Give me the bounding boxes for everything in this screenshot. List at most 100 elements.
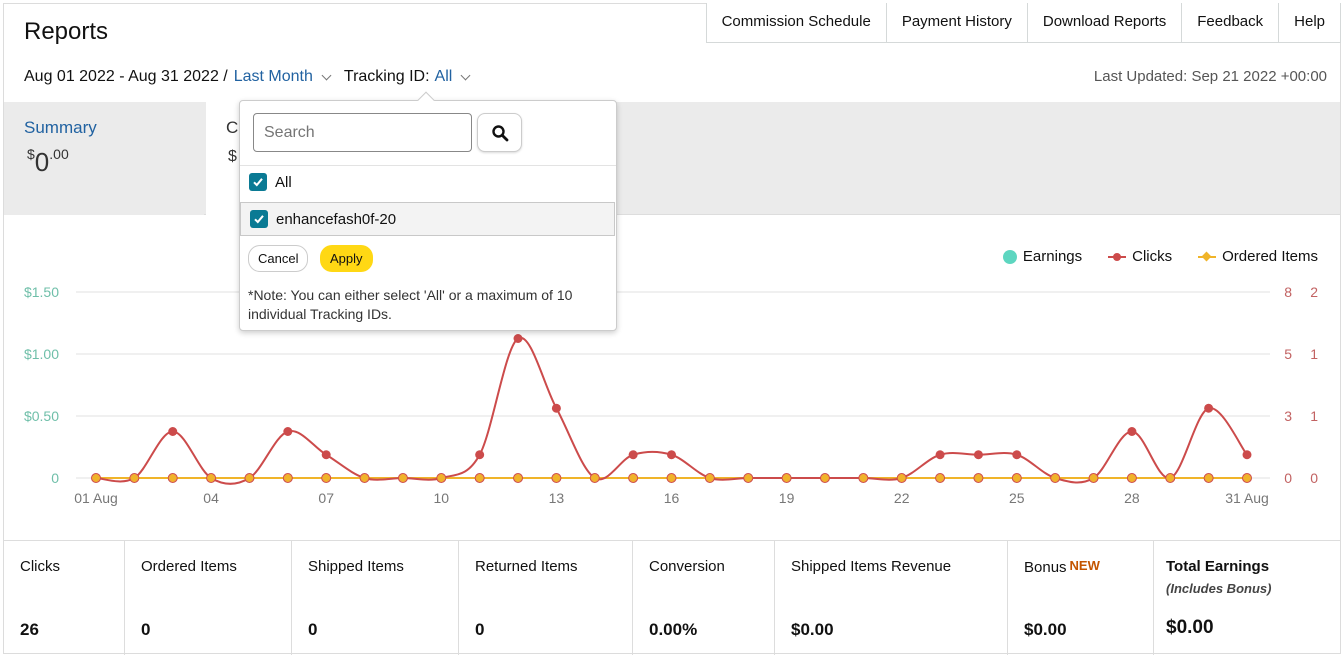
last-updated: Last Updated: Sep 21 2022 +00:00 [1093,68,1327,85]
stat-value: 0 [308,620,318,639]
y-tick-label-right-clicks: 5 [1284,346,1292,362]
stat-label: Shipped Items Revenue [791,558,952,575]
date-preset-dropdown[interactable]: Last Month [233,68,313,85]
y-tick-label-right-clicks: 0 [1284,470,1292,486]
legend-ordered-items[interactable]: Ordered Items [1198,248,1318,265]
chevron-down-icon[interactable] [321,70,332,80]
legend-clicks[interactable]: Clicks [1108,248,1172,265]
tab-commission-schedule[interactable]: Commission Schedule [705,3,887,43]
legend-ordered-items-label: Ordered Items [1222,248,1318,265]
y-tick-label-right-ordered: 0 [1310,470,1318,486]
cancel-button[interactable]: Cancel [248,245,309,272]
y-tick-label-right-ordered: 2 [1310,284,1318,300]
ordered-items-point [321,473,331,483]
ordered-items-point [1127,473,1137,483]
stat-shipped-items: Shipped Items 0 [292,541,459,655]
summary-whole: 0 [34,147,50,177]
y-tick-label-right-clicks: 8 [1284,284,1292,300]
ordered-items-point [475,473,484,483]
tab-feedback[interactable]: Feedback [1181,3,1280,43]
stat-shipped-items-revenue: Shipped Items Revenue $0.00 [775,541,1008,655]
stat-label: Clicks [20,558,60,575]
stat-ordered-items: Ordered Items 0 [125,541,292,655]
ordered-items-point [897,473,906,483]
x-tick-label: 07 [318,490,334,506]
tracking-option-id[interactable]: enhancefash0f-20 [240,202,615,236]
filter-row: Aug 01 2022 - Aug 31 2022 / Last Month T… [24,68,483,86]
checkbox-all[interactable] [249,173,267,191]
y-tick-label-left: $0.50 [24,408,59,424]
tracking-search-input[interactable] [253,113,472,152]
option-label: All [275,173,292,191]
ordered-items-point [743,473,753,483]
ordered-items-point [667,473,676,483]
ordered-items-point [513,473,523,483]
summary-card[interactable]: Summary $0.00 [4,102,204,215]
ordered-items-point [628,473,638,483]
check-icon [254,215,264,224]
tab-help[interactable]: Help [1278,3,1341,43]
clicks-legend-icon [1108,250,1127,264]
ordered-items-point [590,473,600,483]
x-tick-label: 01 Aug [74,490,118,506]
ordered-items-point [859,473,868,483]
ordered-items-point [245,473,254,483]
search-icon [491,124,508,141]
clicks-point [551,403,561,413]
ordered-items-point [974,473,983,483]
stat-value: 0 [475,620,485,639]
apply-button[interactable]: Apply [320,245,373,272]
earnings-chart: 0 $0.50 $1.00 $1.50 0 0 3 1 5 1 8 2 01 Aug 04 07 10 13 16… [24,284,1318,506]
summary-cents: .00 [49,146,69,162]
checkbox-tracking-id[interactable] [250,210,268,228]
search-button[interactable] [477,113,522,152]
tab-download-reports[interactable]: Download Reports [1026,3,1183,43]
clicks-point [667,450,676,460]
stat-label: Ordered Items [141,558,237,575]
ordered-items-point [130,473,139,483]
stat-total-earnings: Total Earnings (Includes Bonus) $0.00 [1154,541,1340,655]
stat-bonus: Bonus NEW $0.00 [1008,541,1154,655]
ordered-items-point [91,473,101,483]
tab-payment-history[interactable]: Payment History [885,3,1028,43]
header-tabs: Commission Schedule Payment History Down… [705,3,1341,43]
y-tick-label-left: $1.50 [24,284,59,300]
x-tick-label: 22 [894,490,910,506]
stat-value: $0.00 [1024,620,1067,639]
clicks-point [1012,450,1022,460]
tracking-option-all[interactable]: All [240,165,616,199]
stats-row: Clicks 26 Ordered Items 0 Shipped Items … [4,540,1340,655]
x-tick-label: 19 [779,490,795,506]
clicks-point [1242,450,1252,460]
chart-legend: Earnings Clicks Ordered Items [977,248,1318,265]
stat-label: Total Earnings [1166,558,1270,575]
date-range-text: Aug 01 2022 - Aug 31 2022 / [24,68,228,85]
bonus-label: Bonus [1024,559,1067,576]
ordered-items-point [1050,473,1060,483]
summary-band: Summary $0.00 Co $ [4,102,1340,220]
summary-value: $0.00 [27,146,69,178]
stat-value: $0.00 [1166,617,1214,638]
ordered-items-point [935,473,945,483]
x-tick-label: 31 Aug [1225,490,1269,506]
legend-earnings[interactable]: Earnings [1002,248,1082,265]
chevron-down-icon[interactable] [460,70,471,80]
stat-label: Bonus NEW [1024,558,1100,576]
tracking-id-dropdown[interactable]: All [434,68,453,85]
page-title: Reports [24,18,109,45]
ordered-items-point [1012,473,1022,483]
clicks-point [321,450,331,460]
stat-label: Conversion [649,558,725,575]
clicks-point [1204,403,1214,413]
stat-sublabel: (Includes Bonus) [1166,581,1272,596]
tracking-id-label: Tracking ID: [343,68,430,85]
stat-value: 0.00% [649,620,698,639]
x-tick-label: 04 [203,490,219,506]
stat-value: 0 [141,620,151,639]
ordered-items-point [1242,473,1252,483]
stat-label: Returned Items [475,558,578,575]
ordered-items-point [705,473,715,483]
ordered-items-point [552,473,561,483]
x-tick-label: 10 [434,490,450,506]
ordered-items-point [168,473,177,483]
